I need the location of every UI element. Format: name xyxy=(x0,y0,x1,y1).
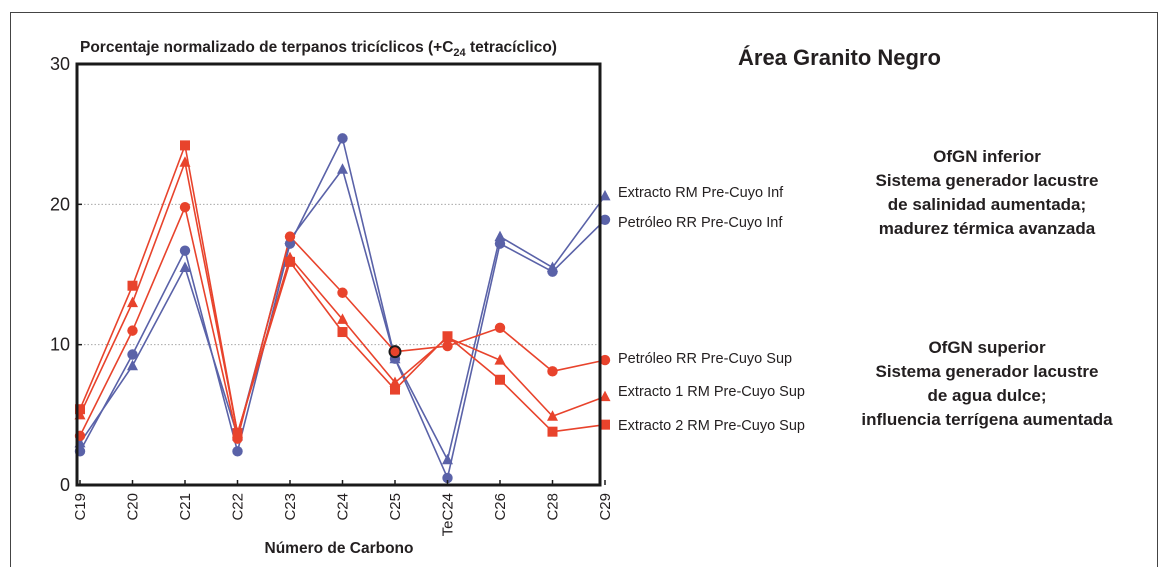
data-point xyxy=(494,230,506,242)
x-tick-label: C28 xyxy=(545,493,562,521)
x-tick-label: C20 xyxy=(125,493,142,521)
annotation-inferior-line: de salinidad aumentada; xyxy=(887,195,1087,214)
chart-title: Porcentaje normalizado de terpanos tricí… xyxy=(80,39,557,59)
annotation-superior-line: OfGN superior xyxy=(928,338,1046,357)
x-tick-label: C22 xyxy=(230,493,247,521)
x-tick-label: TeC24 xyxy=(440,493,457,536)
x-axis-label: Número de Carbono xyxy=(265,540,414,557)
x-tick-label: C26 xyxy=(492,493,509,521)
y-tick-label: 20 xyxy=(50,194,70,214)
series-label: Petróleo RR Pre-Cuyo Inf xyxy=(618,215,783,231)
data-point xyxy=(180,140,190,151)
data-point xyxy=(442,472,453,484)
chart-title-main: Porcentaje normalizado de terpanos tricí… xyxy=(80,39,453,56)
data-point xyxy=(337,163,348,174)
data-point xyxy=(127,359,138,371)
area-title: Área Granito Negro xyxy=(738,45,941,70)
annotation-inferior-line: OfGN inferior xyxy=(933,147,1041,166)
chart-title-tail: tetracíclico) xyxy=(466,39,557,56)
data-point xyxy=(442,453,453,465)
data-point xyxy=(179,201,191,213)
data-point xyxy=(547,410,558,421)
data-point xyxy=(599,390,611,402)
data-point xyxy=(495,374,505,385)
data-point xyxy=(494,322,506,334)
data-point xyxy=(127,325,138,336)
x-tick-label: C24 xyxy=(335,493,352,521)
data-point xyxy=(337,287,348,298)
data-point xyxy=(232,446,243,457)
data-point xyxy=(337,313,348,324)
data-point xyxy=(442,340,453,352)
annotation-superior-line: influencia terrígena aumentada xyxy=(861,410,1113,429)
data-point xyxy=(285,256,295,267)
data-point xyxy=(600,419,610,430)
data-point xyxy=(127,296,138,308)
figure-frame xyxy=(10,12,1158,567)
chart-title-subscript: 24 xyxy=(453,47,466,59)
data-point xyxy=(494,354,506,365)
y-tick-label: 30 xyxy=(50,54,70,74)
data-point xyxy=(442,331,453,342)
annotation-inferior-line: Sistema generador lacustre xyxy=(875,171,1099,190)
data-point xyxy=(127,349,138,360)
x-tick-label: C19 xyxy=(72,493,89,521)
data-point xyxy=(337,133,348,144)
x-tick-label: C25 xyxy=(387,493,404,521)
series-label: Extracto 1 RM Pre-Cuyo Sup xyxy=(618,384,805,400)
series-label: Extracto 2 RM Pre-Cuyo Sup xyxy=(618,418,805,434)
data-point xyxy=(547,266,558,277)
x-tick-label: C29 xyxy=(597,493,614,521)
data-point xyxy=(599,214,611,225)
data-point xyxy=(179,245,191,256)
y-tick-label: 10 xyxy=(50,335,70,355)
annotation-superior: OfGN superior Sistema generador lacustre… xyxy=(846,336,1128,432)
annotation-inferior: OfGN inferior Sistema generador lacustre… xyxy=(846,145,1128,241)
data-point xyxy=(337,327,348,338)
x-tick-label: C21 xyxy=(177,493,194,521)
data-point xyxy=(599,189,611,201)
series-label: Petróleo RR Pre-Cuyo Sup xyxy=(618,351,792,367)
data-point xyxy=(179,261,191,272)
data-point xyxy=(547,426,558,437)
data-point xyxy=(389,376,401,388)
highlight-point xyxy=(388,345,402,359)
y-tick-label: 0 xyxy=(60,475,70,495)
x-tick-label: C23 xyxy=(282,493,299,521)
data-point xyxy=(127,280,138,291)
annotation-superior-line: Sistema generador lacustre xyxy=(875,362,1099,381)
series-label: Extracto RM Pre-Cuyo Inf xyxy=(618,185,784,201)
annotation-superior-line: de agua dulce; xyxy=(927,386,1047,405)
annotation-inferior-line: madurez térmica avanzada xyxy=(878,219,1096,238)
data-point xyxy=(179,156,191,167)
plot-frame xyxy=(75,62,602,487)
data-point xyxy=(599,354,611,366)
data-point xyxy=(232,428,243,439)
data-point xyxy=(75,404,85,415)
series-line xyxy=(79,137,606,479)
data-point xyxy=(284,231,296,242)
data-point xyxy=(390,384,400,395)
data-point xyxy=(494,238,506,249)
data-point xyxy=(547,366,558,377)
